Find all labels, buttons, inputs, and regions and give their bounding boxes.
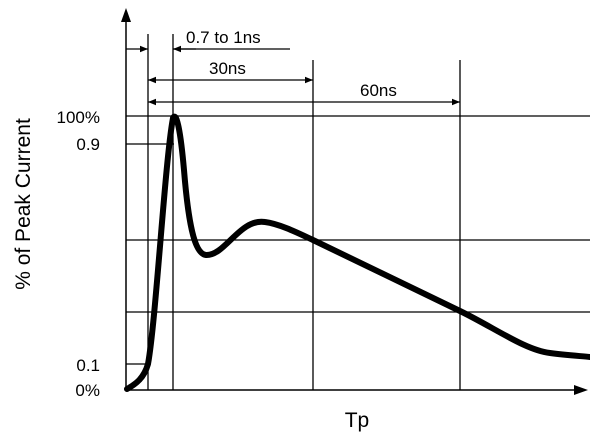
- y-axis-arrowhead: [121, 8, 131, 22]
- y-label-100pct: 100%: [57, 108, 100, 127]
- y-label-10pct: 0.1: [76, 356, 100, 375]
- y-axis-title: % of Peak Current: [12, 118, 35, 290]
- x-axis-arrowhead: [574, 385, 588, 395]
- x-axis-title: Tp: [345, 409, 370, 432]
- rise-time-label: 0.7 to 1ns: [186, 28, 261, 47]
- y-label-90pct: 0.9: [76, 135, 100, 154]
- y-label-0pct: 0%: [75, 381, 100, 400]
- label-30ns: 30ns: [209, 59, 246, 78]
- label-60ns: 60ns: [360, 81, 397, 100]
- current-waveform: [124, 113, 590, 392]
